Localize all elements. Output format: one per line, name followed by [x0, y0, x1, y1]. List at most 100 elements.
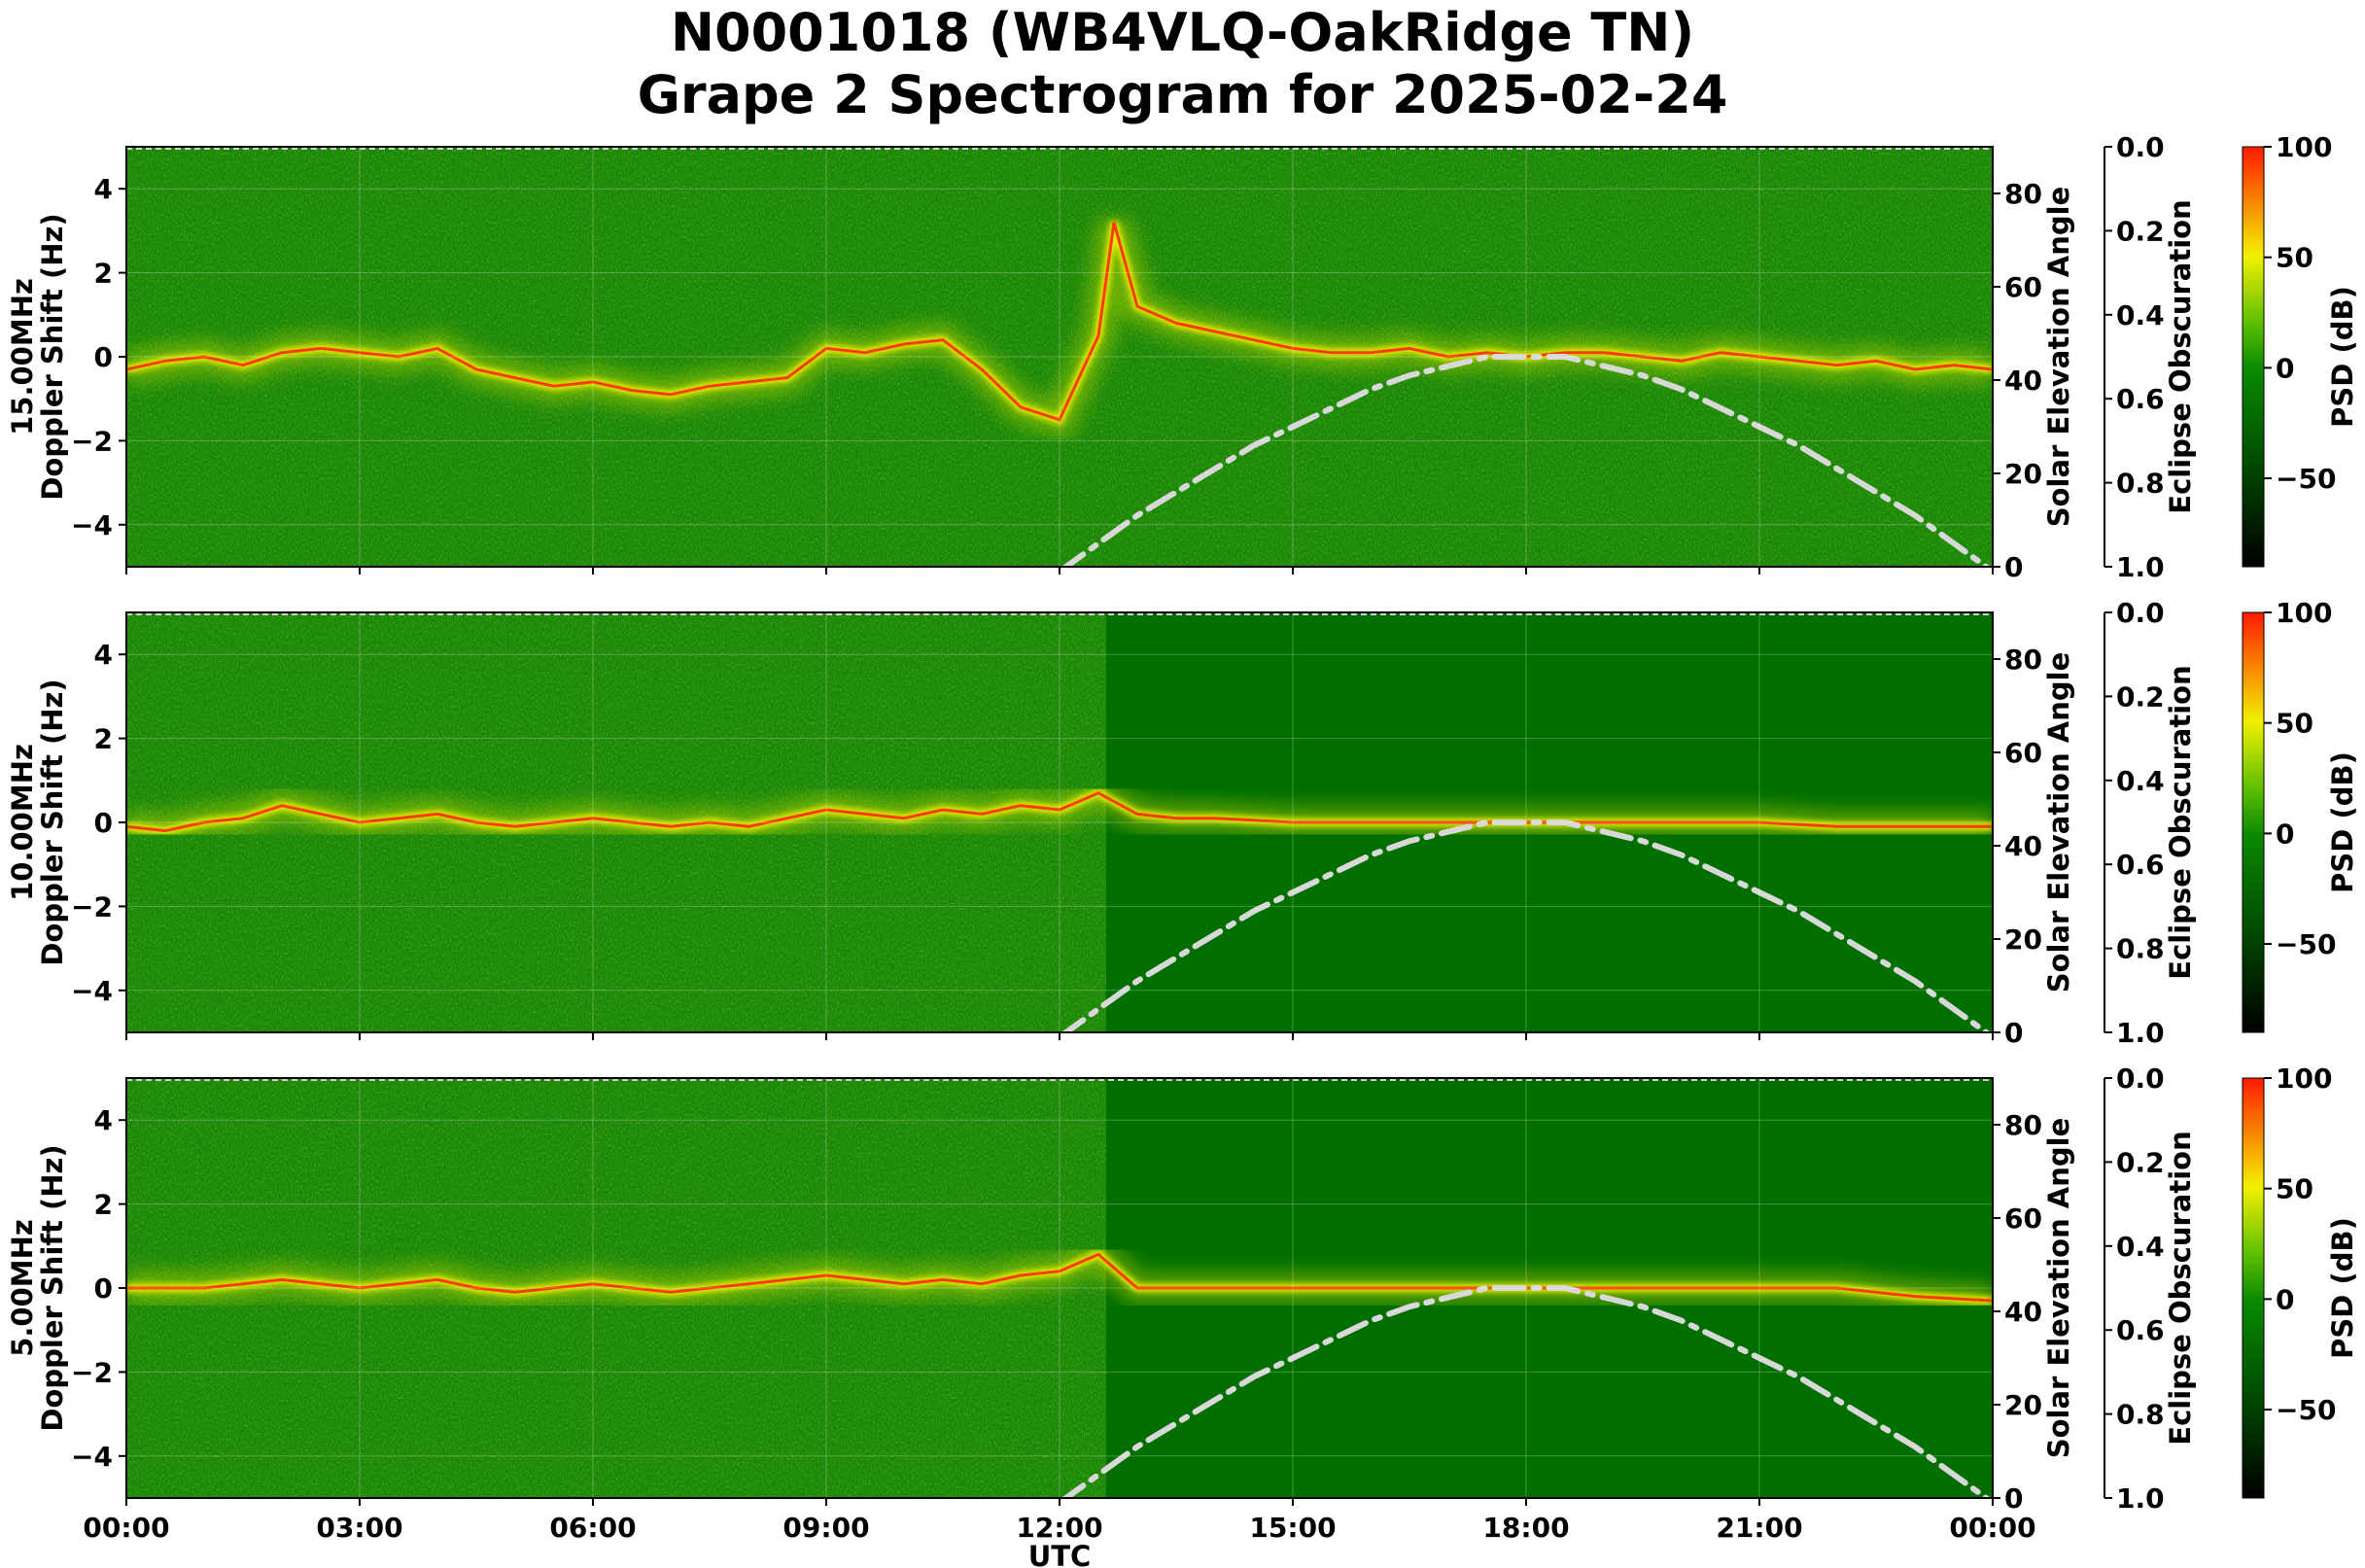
x-axis-label: UTC	[1028, 1540, 1092, 1568]
y-tick-label: 2	[94, 258, 113, 290]
eclipse-tick-label: 0.4	[2116, 299, 2165, 331]
x-tick-label: 09:00	[783, 1512, 869, 1544]
colorbar-tick-label: 0	[2276, 1283, 2294, 1315]
colorbar-tick-label: 50	[2276, 242, 2313, 274]
x-axis: 00:00 03:00 06:00 09:00 12:00 15:00 18:00 21:00…	[83, 1512, 2035, 1568]
solar-tick-label: 40	[2004, 1296, 2042, 1328]
colorbar-tick-label: 100	[2276, 1063, 2332, 1095]
eclipse-tick-label: 0.6	[2116, 849, 2165, 881]
colorbar-tick-label: −50	[2276, 1394, 2336, 1426]
colorbar-label: PSD (dB)	[2326, 1217, 2359, 1359]
eclipse-obscuration-axis-label: Eclipse Obscuration	[2164, 199, 2197, 513]
solar-tick-label: 60	[2004, 271, 2042, 303]
y-tick-label: 4	[94, 639, 113, 671]
eclipse-tick-label: 0.4	[2116, 1231, 2165, 1263]
eclipse-tick-label: 0.6	[2116, 383, 2165, 415]
y-axis-label-doppler: Doppler Shift (Hz)	[36, 679, 69, 965]
spectrogram-plot-area	[126, 1078, 1993, 1498]
colorbar-label: PSD (dB)	[2326, 751, 2359, 893]
colorbar-tick-label: 0	[2276, 352, 2294, 384]
colorbar-tick-label: −50	[2276, 928, 2336, 960]
y-tick-label: −4	[71, 509, 113, 541]
solar-tick-label: 80	[2004, 178, 2042, 210]
solar-tick-label: 40	[2004, 365, 2042, 397]
doppler-trace	[126, 222, 1993, 422]
eclipse-obscuration-axis-label: Eclipse Obscuration	[2164, 1131, 2197, 1445]
eclipse-tick-label: 0.0	[2116, 131, 2165, 163]
solar-elevation-axis-label: Solar Elevation Angle	[2042, 652, 2075, 993]
eclipse-tick-label: 0.8	[2116, 1399, 2165, 1431]
solar-tick-label: 80	[2004, 1109, 2042, 1141]
eclipse-tick-label: 1.0	[2116, 551, 2165, 583]
figure-title-line1: N0001018 (WB4VLQ-OakRidge TN)	[670, 2, 1695, 63]
colorbar	[2242, 611, 2265, 1033]
x-tick-label: 06:00	[549, 1512, 636, 1544]
eclipse-tick-label: 0.2	[2116, 1146, 2165, 1178]
solar-tick-label: 60	[2004, 1202, 2042, 1235]
solar-tick-label: 40	[2004, 830, 2042, 862]
x-tick-label: 18:00	[1482, 1512, 1569, 1544]
solar-elevation-axis-label: Solar Elevation Angle	[2042, 187, 2075, 528]
eclipse-tick-label: 0.0	[2116, 1063, 2165, 1095]
solar-elevation-curve	[1061, 1285, 1992, 1498]
colorbar-tick-label: 100	[2276, 597, 2332, 629]
y-tick-label: 4	[94, 1104, 113, 1136]
y-tick-label: 0	[94, 341, 113, 373]
solar-elevation-curve	[1061, 819, 1992, 1032]
colorbar-tick-label: 50	[2276, 1173, 2313, 1205]
colorbar-label: PSD (dB)	[2326, 286, 2359, 428]
solar-tick-label: 80	[2004, 644, 2042, 676]
solar-tick-label: 60	[2004, 737, 2042, 769]
y-axis-label-doppler: Doppler Shift (Hz)	[36, 213, 69, 500]
solar-tick-label: 20	[2004, 923, 2042, 956]
eclipse-tick-label: 1.0	[2116, 1017, 2165, 1049]
y-axis-label-frequency: 15.00MHz	[6, 278, 39, 436]
colorbar-tick-label: 100	[2276, 131, 2332, 163]
solar-elevation-curve	[1061, 354, 1992, 567]
eclipse-tick-label: 0.8	[2116, 933, 2165, 965]
y-tick-label: 0	[94, 1272, 113, 1305]
y-tick-label: 0	[94, 807, 113, 839]
colorbar-tick-label: 50	[2276, 708, 2313, 740]
y-tick-label: −2	[71, 890, 113, 923]
y-tick-label: −4	[71, 1441, 113, 1473]
x-tick-label: 15:00	[1249, 1512, 1336, 1544]
eclipse-obscuration-axis-label: Eclipse Obscuration	[2164, 665, 2197, 979]
eclipse-tick-label: 0.2	[2116, 215, 2165, 247]
y-axis-label-frequency: 10.00MHz	[6, 744, 39, 901]
eclipse-tick-label: 1.0	[2116, 1482, 2165, 1515]
y-tick-label: −4	[71, 975, 113, 1007]
y-tick-label: −2	[71, 425, 113, 457]
x-tick-label: 21:00	[1716, 1512, 1802, 1544]
spectrogram-plot-area	[126, 147, 1993, 567]
solar-elevation-axis-label: Solar Elevation Angle	[2042, 1118, 2075, 1459]
colorbar	[2242, 1077, 2265, 1499]
x-tick-label: 00:00	[1949, 1512, 2035, 1544]
y-axis-label-frequency: 5.00MHz	[6, 1219, 39, 1357]
colorbar	[2242, 146, 2265, 568]
x-tick-label: 00:00	[83, 1512, 169, 1544]
colorbar-tick-label: 0	[2276, 818, 2294, 850]
figure-title-line2: Grape 2 Spectrogram for 2025-02-24	[637, 64, 1728, 125]
solar-tick-label: 0	[2004, 1017, 2023, 1049]
eclipse-tick-label: 0.2	[2116, 680, 2165, 713]
x-tick-label: 03:00	[316, 1512, 402, 1544]
solar-tick-label: 20	[2004, 458, 2042, 490]
solar-tick-label: 20	[2004, 1389, 2042, 1421]
x-tick-label: 12:00	[1016, 1512, 1102, 1544]
y-tick-label: 2	[94, 723, 113, 755]
colorbar-tick-label: −50	[2276, 463, 2336, 495]
eclipse-tick-label: 0.6	[2116, 1314, 2165, 1346]
eclipse-tick-label: 0.0	[2116, 597, 2165, 629]
solar-tick-label: 0	[2004, 1482, 2023, 1515]
y-tick-label: 4	[94, 173, 113, 205]
solar-tick-label: 0	[2004, 551, 2023, 583]
eclipse-tick-label: 0.8	[2116, 468, 2165, 500]
y-tick-label: 2	[94, 1189, 113, 1221]
eclipse-tick-label: 0.4	[2116, 765, 2165, 797]
